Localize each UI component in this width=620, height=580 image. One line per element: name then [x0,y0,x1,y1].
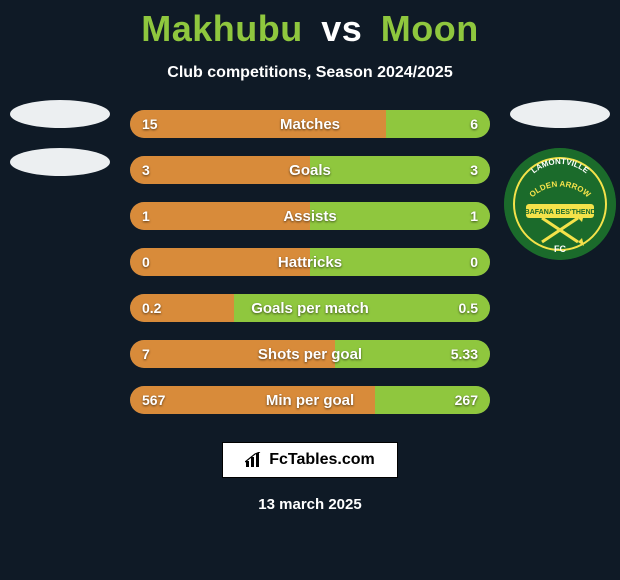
stat-value-right: 0.5 [459,294,478,322]
stat-row: Goals3 3 [130,156,490,184]
stat-value-right: 3 [470,156,478,184]
stat-value-left: 0.2 [142,294,161,322]
stat-value-right: 6 [470,110,478,138]
club-badge-svg: LAMONTVILLE OLDEN ARROW ABAFANA BES'THEN… [504,148,616,260]
stat-value-right: 267 [455,386,478,414]
stat-value-left: 0 [142,248,150,276]
stat-row: Assists1 1 [130,202,490,230]
avatar-placeholder [10,148,110,176]
stat-row: Min per goal567 267 [130,386,490,414]
stat-value-left: 15 [142,110,158,138]
page-title: Makhubu vs Moon [0,8,620,50]
stat-label: Assists [130,202,490,230]
badge-bottom-text: ABAFANA BES'THENDE [520,209,601,216]
stat-label: Min per goal [130,386,490,414]
header: Makhubu vs Moon Club competitions, Seaso… [0,0,620,82]
title-player1: Makhubu [141,8,303,49]
stat-value-left: 567 [142,386,165,414]
club-badge: LAMONTVILLE OLDEN ARROW ABAFANA BES'THEN… [504,148,616,260]
stat-value-left: 7 [142,340,150,368]
stat-row: Hattricks0 0 [130,248,490,276]
stat-value-left: 1 [142,202,150,230]
avatar-placeholder [10,100,110,128]
avatars-right: LAMONTVILLE OLDEN ARROW ABAFANA BES'THEN… [500,100,620,260]
footer-date: 13 march 2025 [0,496,620,513]
avatars-left [0,100,120,176]
title-vs: vs [321,8,362,49]
logo-text: FcTables.com [269,451,375,469]
stat-label: Hattricks [130,248,490,276]
badge-fc-text: FC [554,244,566,254]
body-area: LAMONTVILLE OLDEN ARROW ABAFANA BES'THEN… [0,110,620,414]
title-player2: Moon [381,8,479,49]
stat-label: Shots per goal [130,340,490,368]
stat-label: Matches [130,110,490,138]
footer: FcTables.com 13 march 2025 [0,442,620,513]
stat-row: Shots per goal7 5.33 [130,340,490,368]
stat-label: Goals per match [130,294,490,322]
stat-label: Goals [130,156,490,184]
stat-row: Matches15 6 [130,110,490,138]
avatar-placeholder [510,100,610,128]
stat-value-right: 0 [470,248,478,276]
stat-row: Goals per match0.2 0.5 [130,294,490,322]
stat-value-right: 1 [470,202,478,230]
stats-container: Matches15 6 Goals3 3 Assists1 1 Hattricks0 0 Goa… [130,110,490,414]
stat-value-left: 3 [142,156,150,184]
subtitle: Club competitions, Season 2024/2025 [0,64,620,82]
fctables-logo[interactable]: FcTables.com [222,442,398,478]
stat-value-right: 5.33 [451,340,478,368]
chart-icon [245,452,261,468]
